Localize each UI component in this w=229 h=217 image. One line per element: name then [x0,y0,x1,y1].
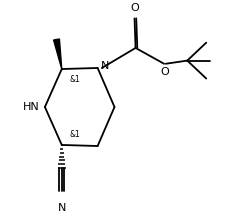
Text: O: O [130,3,139,13]
Text: HN: HN [23,102,40,112]
Polygon shape [54,39,62,69]
Text: &1: &1 [69,75,80,84]
Text: N: N [57,202,66,212]
Text: &1: &1 [69,130,80,139]
Text: N: N [101,61,109,71]
Text: O: O [160,67,169,77]
